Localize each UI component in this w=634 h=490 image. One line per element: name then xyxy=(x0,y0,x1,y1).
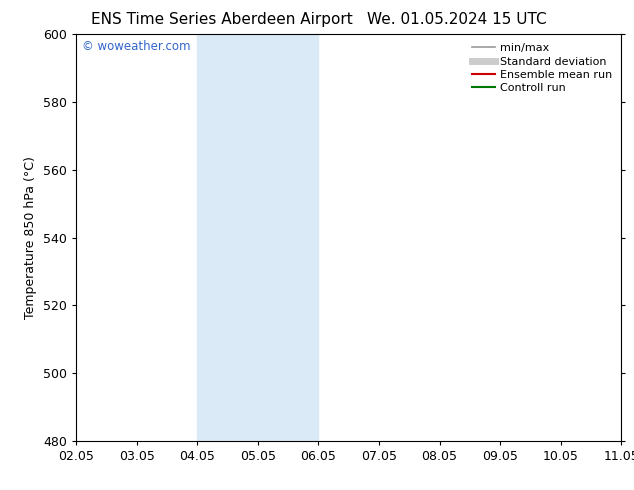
Bar xyxy=(621,34,634,441)
Text: ENS Time Series Aberdeen Airport: ENS Time Series Aberdeen Airport xyxy=(91,12,353,27)
Bar xyxy=(197,34,318,441)
Text: © woweather.com: © woweather.com xyxy=(82,40,190,53)
Text: We. 01.05.2024 15 UTC: We. 01.05.2024 15 UTC xyxy=(366,12,547,27)
Y-axis label: Temperature 850 hPa (°C): Temperature 850 hPa (°C) xyxy=(25,156,37,319)
Legend: min/max, Standard deviation, Ensemble mean run, Controll run: min/max, Standard deviation, Ensemble me… xyxy=(469,40,616,97)
